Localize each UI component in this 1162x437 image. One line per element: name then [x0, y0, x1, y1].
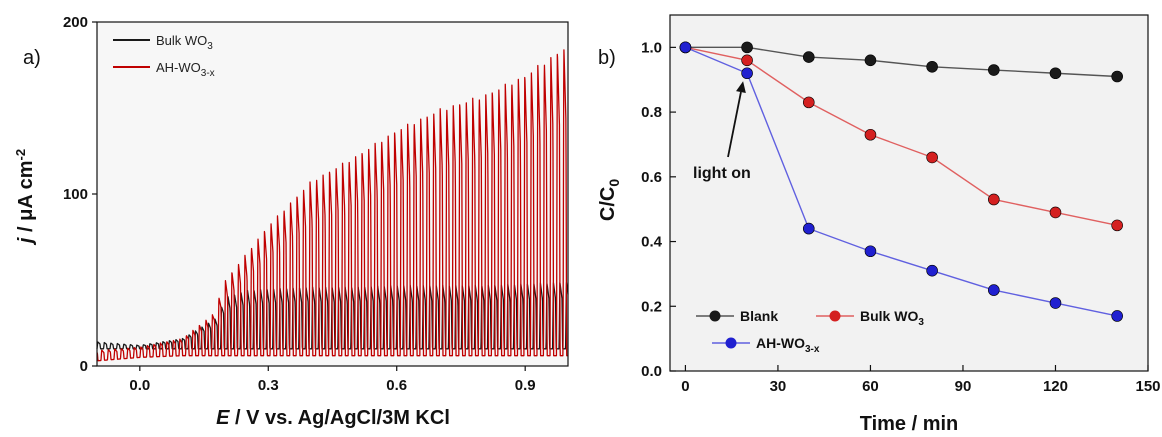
- chart-b: b) 0 30 60 90 120 150 0.0 0.2 0.4 0.6 0.8 1.0 Blank…: [597, 14, 1161, 435]
- chart-a-x-tick-label: 0.0: [129, 377, 150, 394]
- chart-b-line-ah-wo3x: [685, 46, 1118, 317]
- chart-b-x-tick-label: 90: [955, 378, 972, 395]
- chart-b-annotation-text: light on: [693, 165, 751, 182]
- chart-a-ticks: 0.0 0.3 0.6 0.9 0 100 200: [63, 14, 536, 394]
- chart-b-point-ah-wo3x: [741, 67, 753, 80]
- chart-b-legend-label-bulk: Bulk WO3: [860, 308, 924, 328]
- chart-b-panel-label: b): [598, 47, 616, 69]
- chart-b-point-blank: [1049, 67, 1062, 80]
- chart-b-y-axis-title: C/C0: [597, 179, 622, 221]
- chart-b-point-ah-wo3x: [926, 264, 938, 277]
- chart-b-point-blank: [802, 51, 815, 63]
- chart-b-legend-marker-bulk: [829, 310, 841, 322]
- chart-b-legend-label-blank: Blank: [740, 308, 778, 324]
- chart-b-y-tick-label: 0.8: [641, 104, 662, 121]
- chart-b-x-tick-label: 30: [770, 378, 787, 395]
- chart-a-x-tick-label: 0.6: [386, 377, 407, 394]
- chart-b-point-bulk-wo3: [864, 128, 877, 141]
- chart-b-point-bulk-wo3: [988, 193, 1000, 206]
- chart-b-legend-marker-blank: [709, 310, 721, 322]
- chart-a-panel-label: a): [23, 47, 41, 69]
- chart-b-legend-label-ah: AH-WO3-x: [756, 335, 820, 355]
- chart-b-point-blank: [741, 41, 753, 54]
- chart-b-line-bulk-wo3: [685, 46, 1118, 227]
- chart-b-point-blank: [1111, 70, 1123, 83]
- chart-b-point-bulk-wo3: [741, 54, 753, 67]
- chart-b-x-tick-label: 120: [1043, 378, 1068, 395]
- chart-a-x-tick-label: 0.9: [515, 377, 536, 394]
- chart-a-legend-label-bulk: Bulk WO3: [156, 33, 213, 52]
- chart-b-legend-marker-ah: [725, 337, 737, 349]
- chart-b-point-blank: [988, 64, 1000, 76]
- chart-a-line-ah-wo3x: [96, 49, 569, 362]
- chart-a-x-tick-label: 0.3: [258, 377, 279, 394]
- chart-b-x-tick-label: 60: [862, 378, 879, 395]
- chart-b-point-bulk-wo3: [1111, 219, 1123, 232]
- chart-b-x-tick-label: 150: [1135, 378, 1160, 395]
- chart-b-y-tick-label: 0.6: [641, 169, 662, 186]
- chart-b-line-blank: [685, 46, 1118, 78]
- chart-b-point-blank: [926, 60, 938, 73]
- chart-b-ticks: 0 30 60 90 120 150 0.0 0.2 0.4 0.6 0.8 1.0: [641, 39, 1160, 395]
- chart-b-x-tick-label: 0: [681, 378, 689, 395]
- chart-b-y-tick-label: 0.4: [641, 234, 663, 251]
- chart-b-point-ah-wo3x: [679, 41, 692, 54]
- chart-b-point-ah-wo3x: [864, 245, 877, 258]
- chart-b-y-tick-label: 0.2: [641, 298, 662, 315]
- chart-a-legend-label-ah: AH-WO3-x: [156, 60, 215, 79]
- chart-a-y-axis-title: j / μA cm-2: [13, 149, 37, 246]
- chart-b-annotation-arrow-shaft: [727, 91, 742, 158]
- chart-b-x-axis-title: Time / min: [860, 413, 959, 435]
- chart-b-legend: Blank Bulk WO3 AH-WO3-x: [696, 308, 924, 355]
- chart-b-annotation: light on: [693, 81, 751, 182]
- chart-a-y-tick-label: 100: [63, 186, 88, 203]
- chart-a-x-axis-title: E / V vs. Ag/AgCl/3M KCl: [216, 407, 450, 429]
- chart-a-y-tick-label: 200: [63, 14, 88, 31]
- chart-a: 0.0 0.3 0.6 0.9 0 100 200 a) Bulk WO3 AH-WO3-x…: [0, 0, 575, 437]
- chart-a-series-layer: [96, 49, 569, 362]
- chart-b-point-ah-wo3x: [802, 222, 815, 235]
- chart-b-annotation-arrow-head: [736, 81, 746, 94]
- chart-a-y-tick-label: 0: [80, 358, 88, 375]
- chart-b-point-ah-wo3x: [1049, 297, 1062, 309]
- chart-b-point-bulk-wo3: [1049, 206, 1062, 219]
- chart-b-y-tick-label: 0.0: [641, 363, 662, 380]
- chart-a-legend: Bulk WO3 AH-WO3-x: [113, 33, 215, 79]
- chart-b-point-blank: [864, 54, 877, 67]
- chart-b-point-ah-wo3x: [1111, 310, 1123, 322]
- chart-b-point-ah-wo3x: [988, 284, 1000, 296]
- chart-b-point-bulk-wo3: [802, 96, 815, 109]
- chart-b-point-bulk-wo3: [926, 151, 938, 164]
- chart-b-y-tick-label: 1.0: [641, 39, 662, 56]
- chart-b-series-layer: [679, 41, 1123, 322]
- chart-b-frame: [669, 14, 1149, 372]
